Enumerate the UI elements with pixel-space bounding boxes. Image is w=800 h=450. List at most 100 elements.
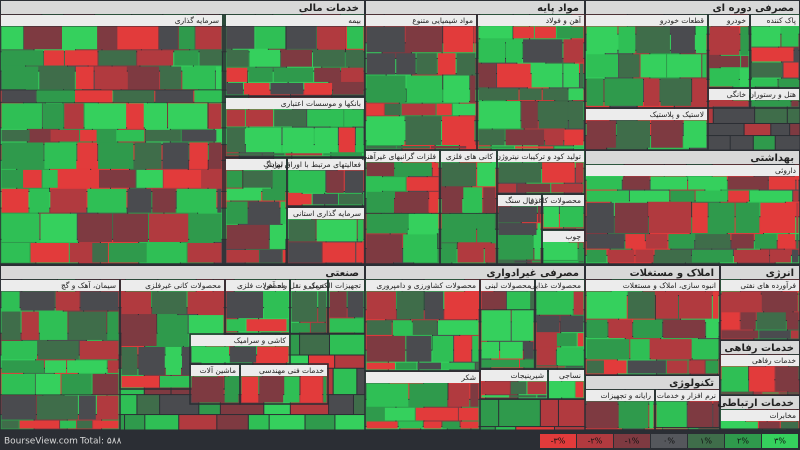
stock-cell [475, 362, 479, 370]
group-header [481, 280, 534, 291]
stock-cell [721, 330, 759, 339]
stock-cell [230, 346, 257, 363]
stock-cell [316, 26, 346, 49]
stock-cell [688, 427, 720, 430]
stock-cell [113, 213, 149, 242]
stock-cell [396, 291, 424, 320]
stock-cell [1, 129, 30, 142]
stock-cell [226, 153, 262, 156]
group-title: فرآورده های نفتی [740, 280, 796, 290]
stock-cell [259, 376, 284, 403]
stock-cell [245, 109, 274, 127]
stock-cell [50, 129, 80, 142]
group-title: شکر [460, 373, 476, 382]
stock-cell [543, 206, 559, 228]
stock-cell [291, 322, 310, 333]
stock-cell [366, 234, 403, 263]
stock-cell [117, 26, 159, 50]
stock-cell [648, 202, 692, 234]
stock-cell [77, 213, 113, 242]
stock-cell [481, 310, 511, 341]
stock-cell [194, 90, 222, 103]
stock-cell [312, 193, 338, 205]
sector-header [586, 1, 799, 14]
sector-title: بهداشتی [750, 153, 794, 164]
stock-cell [287, 319, 289, 332]
group-header [586, 165, 799, 176]
group-title: کانی های فلزی [446, 152, 494, 161]
stock-cell [619, 54, 640, 78]
group-header [329, 280, 364, 291]
group-title: محصولات لبنی [485, 281, 531, 290]
group-title: رایانه و تجهیزات [600, 391, 651, 400]
legend-swatch [614, 434, 650, 448]
stock-cell [497, 63, 531, 88]
stock-cell [651, 120, 683, 148]
stock-cell [513, 26, 534, 39]
sector-header [721, 266, 799, 279]
stock-cell [478, 129, 505, 146]
stock-cell [751, 47, 794, 62]
stock-cell [527, 381, 547, 395]
stock-cell [549, 381, 575, 398]
stock-cell [478, 146, 514, 149]
stock-cell [366, 162, 395, 177]
stock-cell [366, 145, 396, 149]
stock-cell [514, 260, 531, 263]
group-title: محصولات غذایی [530, 281, 581, 290]
stock-cell [463, 187, 483, 213]
stock-cell [608, 319, 633, 339]
stock-cell [699, 428, 719, 429]
stock-cell [692, 202, 708, 234]
stock-cell [786, 312, 799, 330]
group-header [226, 98, 364, 109]
stock-cell [168, 103, 208, 129]
stock-cell [77, 420, 93, 429]
stock-cell [796, 176, 799, 190]
legend-swatch [762, 434, 798, 448]
stock-cell [543, 242, 578, 260]
group-header [121, 280, 224, 291]
stock-cell [21, 311, 39, 340]
stock-cell [366, 116, 405, 145]
stock-cell [758, 421, 780, 429]
stock-cell [274, 109, 307, 127]
stock-cell [415, 407, 458, 421]
stock-cell [226, 67, 248, 82]
stock-cell [366, 291, 396, 320]
stock-cell [1, 340, 38, 360]
stock-cell [93, 420, 119, 429]
stock-cell [692, 339, 719, 360]
group-header [709, 15, 749, 26]
stock-cell [134, 142, 162, 169]
stock-cell [127, 188, 152, 213]
stock-cell [152, 291, 187, 315]
stock-cell [424, 291, 444, 320]
group-title: نساجی [559, 371, 581, 380]
stock-cell [456, 53, 476, 75]
stock-cell [481, 291, 506, 310]
stock-cell [189, 142, 208, 169]
stock-cell [770, 249, 791, 263]
stock-cell [179, 415, 217, 430]
group-header [498, 151, 584, 162]
stock-cell [1, 103, 42, 129]
stock-cell [656, 428, 699, 429]
group-title: قطعات خودرو [659, 16, 705, 25]
stock-cell [75, 90, 113, 103]
stock-cell [248, 415, 269, 430]
stock-cell [1, 291, 20, 311]
legend-swatch [540, 434, 576, 448]
stock-cell [362, 192, 365, 208]
stock-cell [1, 213, 40, 242]
group-title: تولید کود و ترکیبات نیتروژن [495, 152, 581, 161]
stock-cell [781, 26, 799, 47]
stock-cell [779, 392, 799, 394]
stock-cell [323, 376, 327, 403]
stock-cell [475, 116, 476, 145]
stock-cell [269, 415, 305, 430]
stock-cell [478, 26, 513, 39]
stock-cell [787, 321, 800, 340]
stock-cell [160, 395, 199, 415]
stock-cell [62, 26, 98, 50]
